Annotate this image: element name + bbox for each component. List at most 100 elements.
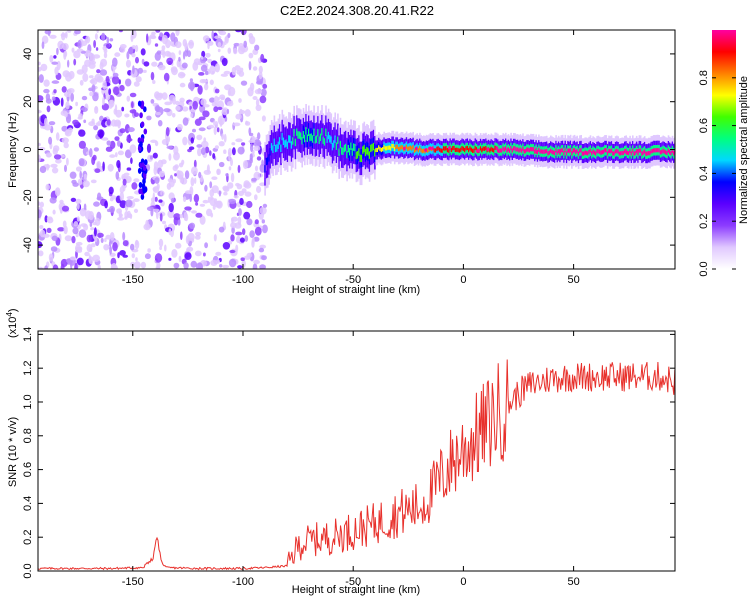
heatmap-noise-cell [175, 30, 180, 37]
heatmap-noise-cell [158, 64, 166, 71]
heatmap-noise-cell [130, 243, 135, 251]
heatmap-noise-cell [209, 197, 216, 206]
heatmap-noise-cell [38, 61, 41, 66]
heatmap-noise-cell [78, 229, 87, 238]
heatmap-noise-cell [214, 63, 220, 73]
heatmap-noise-cell [162, 51, 166, 58]
heatmap-signal-cell [301, 137, 303, 145]
heatmap-noise-cell [55, 158, 62, 164]
snr-panel: -150 -100 -50 0 50 0.00.20.40.60.81.01.21.4 … [5, 308, 676, 596]
heatmap-noise-cell [51, 61, 58, 65]
heatmap-signal-cell [412, 145, 414, 150]
heatmap-signal-cell [634, 151, 637, 156]
heatmap-signal-cell [393, 146, 396, 152]
heatmap-noise-cell [139, 112, 143, 119]
heatmap-signal-track [264, 104, 675, 196]
heatmap-signal-cell [630, 151, 633, 156]
heatmap-noise-cell [90, 78, 98, 85]
heatmap-noise-cell [140, 48, 146, 56]
heatmap-signal-cell [591, 151, 593, 156]
heatmap-signal-cell [278, 137, 281, 145]
heatmap-noise-cell [254, 88, 263, 95]
heatmap-noise-cell [175, 242, 182, 249]
heatmap-noise-cell [166, 145, 174, 150]
heatmap-signal-cell [669, 150, 671, 155]
heatmap-noise-cell [106, 119, 111, 126]
heatmap-noise-cell [257, 132, 261, 140]
heatmap-noise-cell [228, 151, 231, 162]
heatmap-noise-cell [45, 183, 50, 191]
heatmap-signal-cell [462, 146, 465, 151]
heatmap-x-tick-label: 0 [460, 274, 466, 286]
heatmap-signal-cell [489, 148, 491, 153]
heatmap-noise-cell [71, 47, 75, 53]
heatmap-noise-cell [50, 246, 58, 252]
heatmap-noise-cell [256, 80, 263, 85]
heatmap-noise-cell [117, 217, 125, 221]
heatmap-signal-cell [391, 144, 393, 149]
heatmap-signal-cell [408, 146, 411, 151]
heatmap-noise-cell [140, 193, 145, 200]
heatmap-noise-cell [213, 120, 216, 126]
heatmap-noise-cell [69, 171, 77, 179]
heatmap-signal-cell [641, 151, 643, 156]
heatmap-signal-cell [554, 151, 556, 156]
heatmap-noise-cell [221, 133, 225, 140]
heatmap-noise-cell [226, 109, 230, 114]
heatmap-noise-cell [259, 95, 267, 104]
heatmap-noise-cell [48, 253, 54, 262]
snr-y-label: SNR (10 * v/v) [7, 417, 19, 487]
heatmap-signal-cell [470, 147, 473, 152]
heatmap-x-tick-label: -100 [232, 274, 254, 286]
heatmap-noise-cell [252, 96, 258, 100]
heatmap-noise-cell [157, 120, 163, 127]
heatmap-signal-cell [474, 145, 477, 151]
heatmap-noise-cell [79, 170, 82, 179]
heatmap-signal-cell [356, 151, 359, 159]
heatmap-noise-cell [240, 80, 248, 86]
heatmap-signal-cell [347, 145, 350, 153]
heatmap-signal-cell [483, 146, 486, 151]
heatmap-noise-cell [103, 244, 110, 251]
heatmap-noise-cell [38, 209, 42, 219]
heatmap-signal-cell [436, 146, 438, 151]
heatmap-noise-cell [214, 88, 220, 94]
heatmap-noise-cell [80, 40, 88, 47]
heatmap-noise-cell [205, 52, 211, 58]
heatmap-noise-cell [63, 50, 68, 58]
heatmap-signal-cell [380, 147, 383, 153]
heatmap-noise-cell [65, 101, 70, 110]
heatmap-noise-cell [170, 32, 176, 42]
heatmap-noise-cell [246, 252, 253, 258]
heatmap-signal-cell [556, 150, 559, 155]
heatmap-noise-cell [83, 173, 88, 180]
heatmap-noise-cell [75, 101, 78, 107]
heatmap-noise-cell [190, 177, 195, 187]
heatmap-noise-cell [202, 110, 210, 118]
heatmap-noise-cell [244, 121, 251, 126]
heatmap-signal-cell [349, 148, 351, 156]
heatmap-noise-cell [206, 208, 213, 217]
heatmap-noise-cell [168, 202, 174, 213]
heatmap-noise-cell [158, 199, 163, 203]
heatmap-signal-cell [510, 146, 512, 151]
heatmap-noise-cell [209, 65, 216, 75]
heatmap-noise-cell [53, 145, 60, 152]
heatmap-noise-cell [46, 105, 51, 113]
heatmap-signal-cell [306, 134, 309, 142]
heatmap-noise-cell [202, 35, 210, 42]
heatmap-noise-cell [50, 163, 58, 168]
heatmap-signal-cell [378, 145, 380, 150]
heatmap-noise-cell [54, 66, 59, 76]
heatmap-noise-cell [178, 56, 181, 62]
heatmap-signal-cell [655, 148, 658, 153]
heatmap-signal-cell [530, 147, 532, 152]
heatmap-noise-cell [256, 185, 262, 194]
heatmap-signal-cell [444, 146, 446, 151]
heatmap-noise-cell [73, 221, 79, 227]
heatmap-noise-cell [43, 88, 50, 94]
heatmap-noise-cell [213, 106, 219, 113]
heatmap-noise-cell [200, 147, 206, 155]
heatmap-noise-cell [160, 190, 163, 196]
heatmap-signal-cell [374, 149, 376, 157]
